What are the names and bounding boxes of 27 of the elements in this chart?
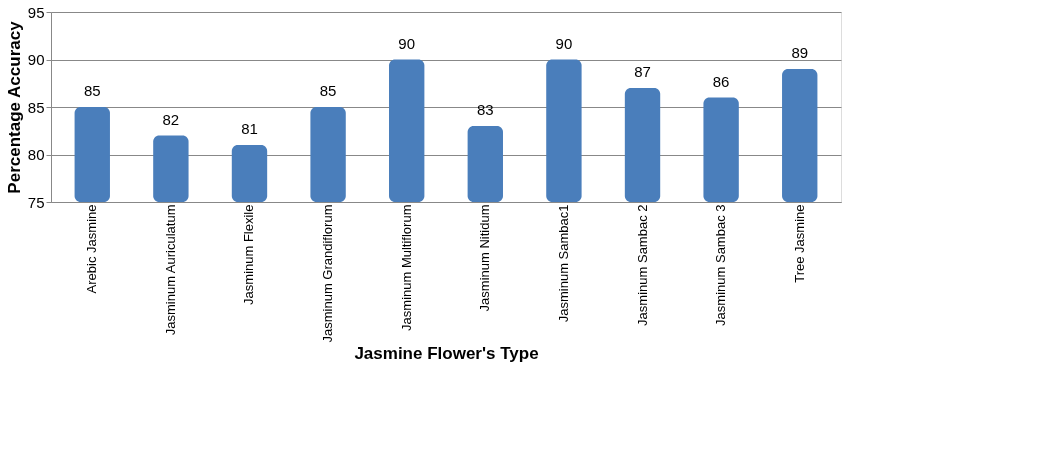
data-label: 81 [241,120,258,137]
data-label: 90 [555,34,573,52]
y-tick-label: 90 [27,51,45,68]
x-tick-label: Jasminum Flexile [241,204,257,305]
x-tick-label: Jasminum Sambac 2 [634,204,650,326]
x-tick-label: Arebic Jasmine [84,204,100,294]
data-label: 89 [791,44,809,61]
data-label: 86 [712,72,730,90]
x-tick-label: Tree Jasmine [791,204,807,283]
data-label: 85 [83,82,101,99]
x-tick-label: Jasminum Nitidum [477,204,493,312]
y-tick-label: 85 [27,98,45,116]
data-label: 90 [398,34,416,52]
y-tick-label: 80 [27,146,45,163]
x-tick-label: Jasminum Sambac1 [555,204,571,323]
data-label: 87 [634,63,651,80]
x-tick-label: Jasminum Sambac 3 [713,204,729,326]
data-label: 82 [162,110,180,128]
x-axis-title: Jasmine Flower's Type [354,344,539,364]
x-tick-label: Jasminum Auriculatum [162,204,178,336]
data-label: 83 [476,101,494,118]
data-label: 85 [319,82,337,99]
x-tick-label: Jasminum Grandiflorum [320,204,336,343]
y-tick-label: 75 [27,193,45,211]
y-tick-label: 95 [27,3,45,21]
y-axis-title: Percentage Accuracy [4,20,24,194]
x-tick-label: Jasminum Multiflorum [398,204,414,331]
